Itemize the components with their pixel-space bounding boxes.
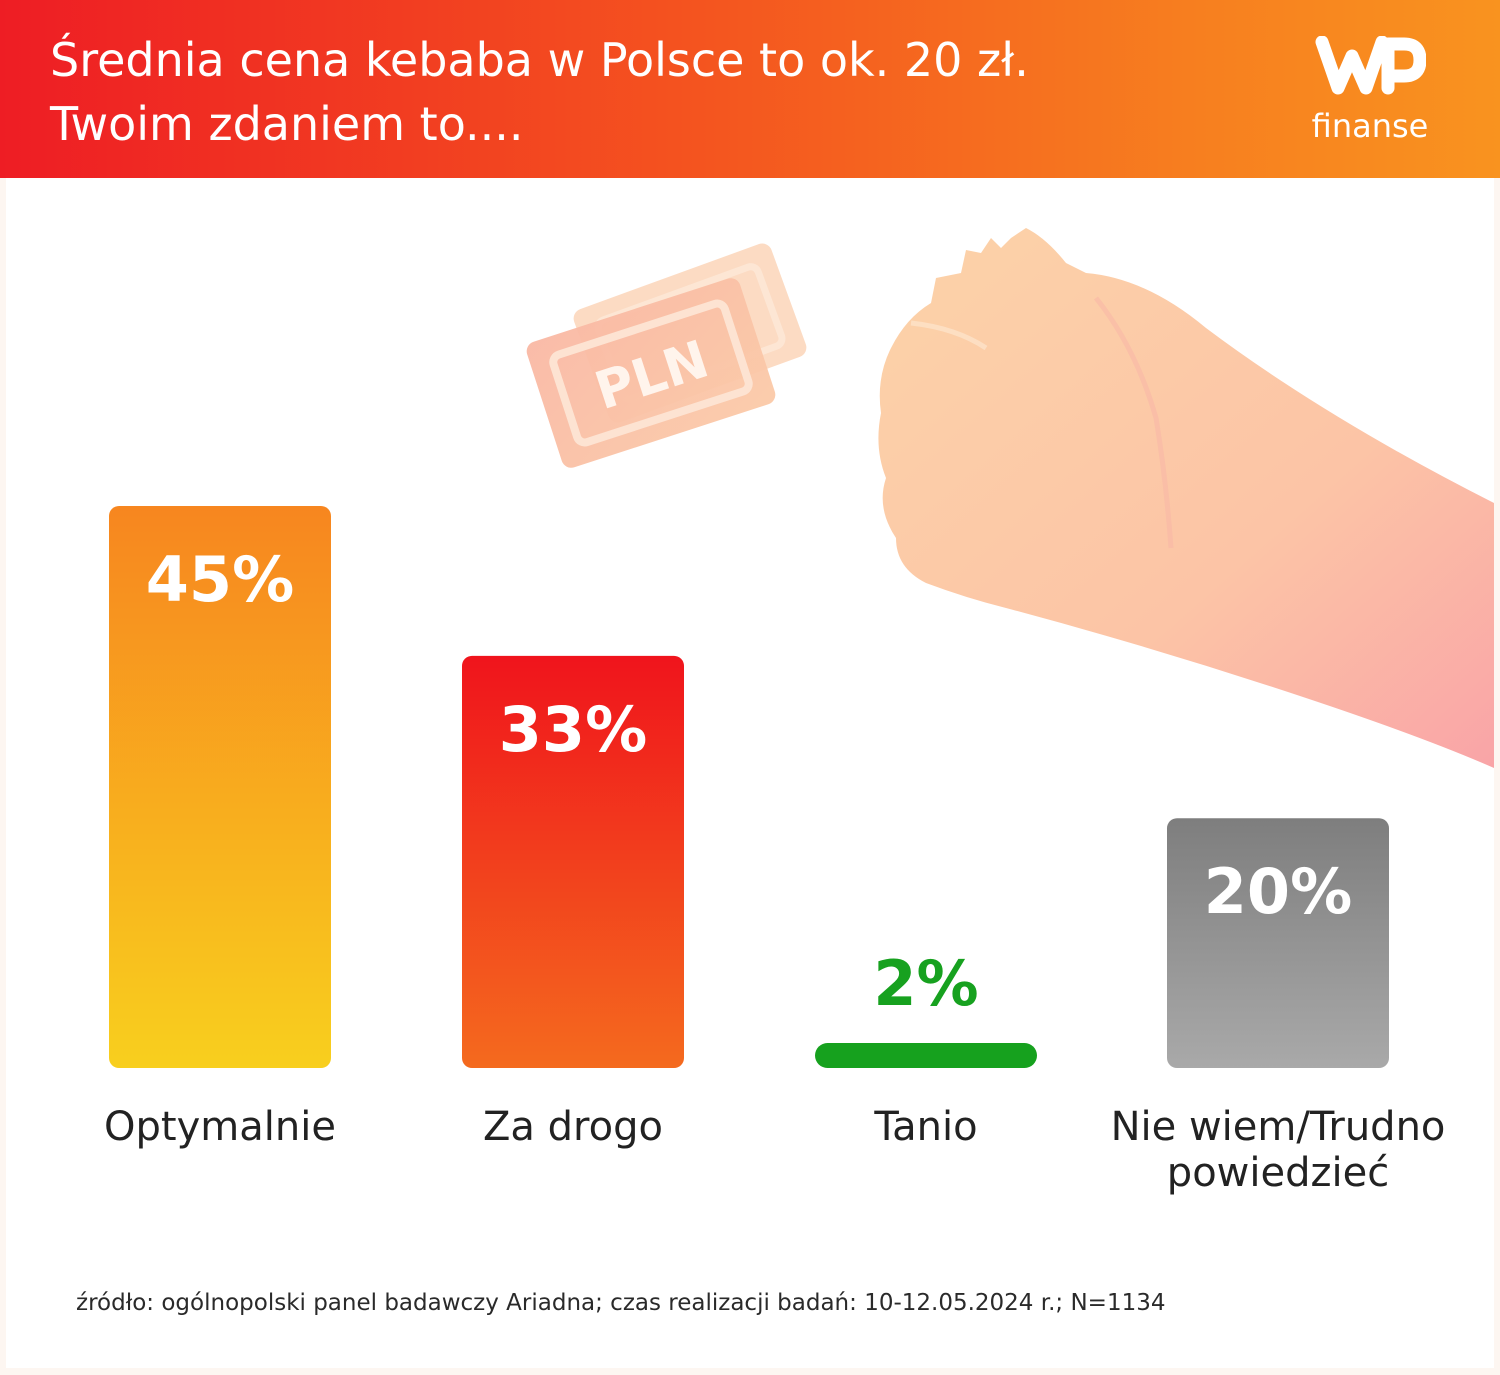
category-label-optymalnie: Optymalnie <box>104 1104 336 1150</box>
bar-optymalnie <box>109 506 331 1068</box>
category-label-za-drogo: Za drogo <box>483 1104 663 1150</box>
banknotes: PLN <box>526 243 807 468</box>
category-label-nie-wiem-trudno-powiedziec-line-2: powiedzieć <box>1167 1150 1389 1196</box>
banknote-front: PLN <box>526 278 776 468</box>
value-label-za-drogo: 33% <box>499 693 647 766</box>
logo-subtitle: finanse <box>1311 107 1429 145</box>
category-label-tanio: Tanio <box>873 1104 977 1150</box>
arm-shape <box>878 228 1494 768</box>
hand-arm <box>878 228 1494 768</box>
bar-chart: 45% Optymalnie 33% Za drogo 2% Tanio 20% Nie wi… <box>104 506 1446 1196</box>
bar-za-drogo <box>462 655 684 1068</box>
wp-logo-icon <box>1315 36 1426 95</box>
source-note: źródło: ogólnopolski panel badawczy Aria… <box>76 1290 1166 1316</box>
title-line-2: Twoim zdaniem to.... <box>50 97 524 151</box>
value-label-tanio: 2% <box>873 947 978 1020</box>
hand-with-banknotes-illustration: PLN <box>526 228 1494 768</box>
title-line-1: Średnia cena kebaba w Polsce to ok. 20 z… <box>50 33 1029 87</box>
header-banner: Średnia cena kebaba w Polsce to ok. 20 z… <box>0 0 1500 178</box>
value-label-nie-wiem-trudno-powiedziec: 20% <box>1204 855 1352 928</box>
bar-tanio <box>815 1043 1037 1068</box>
page-title: Średnia cena kebaba w Polsce to ok. 20 z… <box>50 28 1029 156</box>
value-label-optymalnie: 45% <box>146 543 294 616</box>
category-label-nie-wiem-trudno-powiedziec-line-1: Nie wiem/Trudno <box>1111 1104 1446 1150</box>
bar-nie-wiem-trudno-powiedziec <box>1167 818 1389 1068</box>
wp-finanse-logo: finanse <box>1300 36 1440 148</box>
chart-card: PLN 45% Optymalnie 33% Za drogo 2% Tanio 20% Ni… <box>6 178 1494 1368</box>
